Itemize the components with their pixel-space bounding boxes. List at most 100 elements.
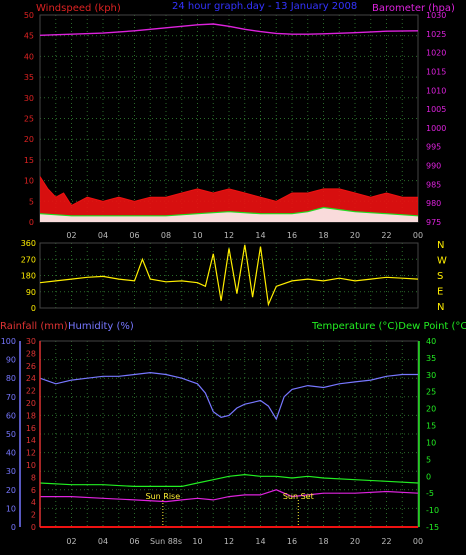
rainfall-axis-title: Rainfall (mm) (0, 321, 68, 332)
hour-tick-label: 22 (381, 537, 391, 546)
humidity-tick-label: 10 (6, 504, 16, 513)
hour-tick-label: 16 (287, 537, 297, 546)
rainfall-tick-label: 2 (31, 511, 36, 520)
compass-label: S (437, 271, 443, 282)
windspeed-tick-label: 35 (24, 73, 34, 82)
temperature-line (39, 473, 419, 487)
average-wind-line (39, 206, 419, 217)
wind-gust-line (39, 176, 418, 207)
windspeed-tick-label: 45 (24, 32, 34, 41)
humidity-tick-label: 0 (11, 523, 16, 532)
windspeed-tick-label: 20 (24, 135, 34, 144)
temperature-tick-label: 5 (426, 455, 431, 464)
climate-axis-lines (19, 341, 420, 527)
graph-title: 24 hour graph.day - 13 January 2008 (172, 1, 357, 12)
barometer-tick-label: 1010 (426, 86, 446, 95)
humidity-axis-title: Humidity (%) (68, 321, 134, 332)
wind-fill-area (40, 176, 418, 222)
temperature-tick-label: 10 (426, 438, 436, 447)
hour-tick-label: 04 (98, 537, 108, 546)
hour-tick-label: 10 (192, 537, 202, 546)
humidity-tick-label: 100 (1, 337, 16, 346)
windspeed-tick-label: 50 (24, 11, 34, 20)
barometer-line (39, 23, 419, 36)
rainfall-tick-label: 20 (26, 399, 36, 408)
rainfall-tick-label: 18 (26, 411, 36, 420)
windspeed-tick-label: 25 (24, 115, 34, 124)
hour-tick-label: 22 (381, 231, 391, 240)
humidity-tick-label: 50 (6, 430, 16, 439)
sun-annotations: Sun Rise Sun Set (146, 492, 314, 527)
hour-tick-label: 02 (66, 537, 76, 546)
rainfall-tick-label: 10 (26, 461, 36, 470)
humidity-tick-label: 70 (6, 393, 16, 402)
barometer-tick-label: 1000 (426, 124, 446, 133)
windspeed-tick-label: 0 (29, 218, 34, 227)
windspeed-axis-title: Windspeed (kph) (36, 3, 121, 14)
sun-label: Sun Set (283, 492, 314, 501)
rainfall-tick-label: 4 (31, 498, 36, 507)
temperature-dewpoint-axis-title: Temperature (°C)Dew Point (°C) (311, 321, 466, 332)
temperature-tick-label: 15 (426, 422, 436, 431)
windspeed-tick-label: 10 (24, 177, 34, 186)
hour-tick-label: 10 (192, 231, 202, 240)
temperature-tick-label: 30 (426, 371, 436, 380)
windspeed-tick-labels: 0 5 10 15 20 25 30 35 40 45 50 (24, 11, 34, 227)
direction-degree-labels: 0 90 180 270 360 (21, 239, 36, 313)
hour-tick-label: 02 (66, 231, 76, 240)
hour-tick-labels: 02 04 06 08 10 12 14 16 18 20 22 00 (66, 231, 423, 240)
rainfall-tick-label: 24 (26, 374, 36, 383)
windspeed-tick-label: 30 (24, 94, 34, 103)
temperature-tick-label: 35 (426, 354, 436, 363)
compass-label: E (437, 287, 443, 298)
direction-tick-label: 270 (21, 255, 36, 264)
hour-tick-label: 12 (224, 231, 234, 240)
direction-tick-label: 0 (31, 304, 36, 313)
humidity-tick-label: 60 (6, 411, 16, 420)
humidity-tick-labels: 0 10 20 30 40 50 60 70 80 90 100 (1, 337, 16, 532)
plot-frame (39, 242, 419, 309)
temperature-tick-labels: -15 -10 -5 0 5 10 15 20 25 30 35 40 (426, 337, 439, 532)
barometer-axis-title: Barometer (hpa) (372, 3, 455, 14)
temperature-tick-label: 20 (426, 405, 436, 414)
windspeed-tick-label: 15 (24, 156, 34, 165)
rainfall-tick-label: 0 (31, 523, 36, 532)
barometer-tick-label: 995 (426, 143, 441, 152)
hour-tick-label: 04 (98, 231, 108, 240)
barometer-tick-label: 975 (426, 218, 441, 227)
hour-tick-label: Sun 88s (150, 537, 182, 546)
hour-tick-label: 00 (413, 537, 423, 546)
sun-label: Sun Rise (146, 492, 181, 501)
windspeed-tick-label: 40 (24, 52, 34, 61)
humidity-tick-label: 40 (6, 449, 16, 458)
barometer-tick-label: 1015 (426, 67, 446, 76)
direction-tick-label: 90 (26, 288, 36, 297)
bottom-hour-tick-labels: 02 04 06 Sun 88s 10 12 14 16 18 20 22 00 (66, 537, 423, 546)
temperature-tick-label: -15 (426, 523, 439, 532)
barometer-tick-labels: 975 980 985 990 995 1000 1005 1010 1015 1020 1025 1… (426, 11, 446, 227)
hour-tick-label: 20 (350, 537, 360, 546)
humidity-tick-label: 80 (6, 374, 16, 383)
barometer-tick-label: 1005 (426, 105, 446, 114)
hour-tick-label: 18 (318, 231, 328, 240)
temperature-tick-label: -10 (426, 506, 439, 515)
rainfall-tick-label: 28 (26, 349, 36, 358)
barometer-tick-label: 980 (426, 199, 441, 208)
hour-tick-label: 06 (129, 537, 139, 546)
barometer-tick-label: 990 (426, 162, 441, 171)
hour-tick-label: 12 (224, 537, 234, 546)
hour-tick-label: 20 (350, 231, 360, 240)
direction-grid (39, 242, 419, 309)
rainfall-tick-label: 26 (26, 362, 36, 371)
hour-tick-label: 14 (255, 537, 265, 546)
humidity-tick-label: 30 (6, 467, 16, 476)
rainfall-tick-label: 14 (26, 436, 36, 445)
humidity-line (39, 371, 418, 421)
hour-tick-label: 06 (129, 231, 139, 240)
hour-tick-label: 00 (413, 231, 423, 240)
rainfall-tick-label: 8 (31, 473, 36, 482)
